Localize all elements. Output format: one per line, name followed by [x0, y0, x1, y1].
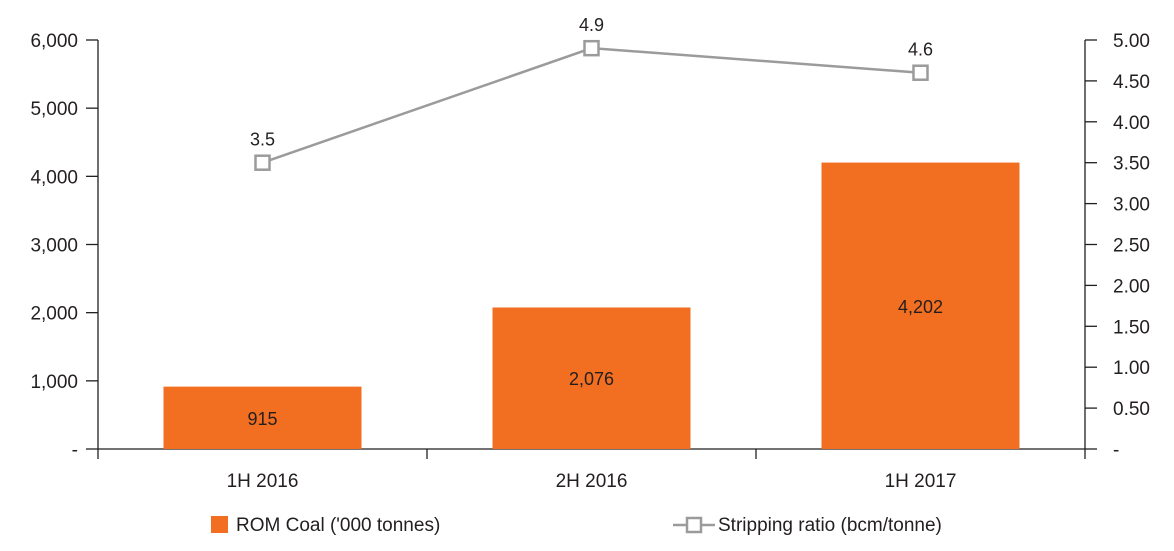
bar [821, 162, 1020, 449]
y-left-tick-label: 4,000 [30, 167, 78, 188]
y-right-tick-label: 4.00 [1113, 113, 1150, 134]
y-left-tick-label: 2,000 [30, 304, 78, 325]
y-right-tick-label: 2.00 [1113, 276, 1150, 297]
y-right-tick-label: 0.50 [1113, 399, 1150, 420]
y-right-tick-label: 3.00 [1113, 195, 1150, 216]
bar-value-label: 915 [247, 409, 277, 429]
line-series [254, 39, 929, 171]
y-right-tick-label: 5.00 [1113, 31, 1150, 52]
y-right-tick-label: 4.50 [1113, 72, 1150, 93]
x-tick-label: 1H 2016 [227, 471, 299, 492]
bar-series [163, 162, 1020, 449]
y-left-tick-label: 5,000 [30, 99, 78, 120]
y-left-tick-label: 1,000 [30, 372, 78, 393]
axes: - 1,000 2,000 3,000 4,000 5,000 6,000 - 0.50 1.00… [30, 31, 1150, 492]
x-tick-label: 2H 2016 [556, 471, 628, 492]
line-path [262, 46, 921, 164]
legend-bar-label: ROM Coal ('000 tonnes) [236, 515, 440, 536]
line-point-marker [254, 154, 271, 171]
legend-line-marker [685, 516, 703, 534]
bar [492, 307, 691, 449]
legend-bar-swatch [211, 516, 228, 533]
line-point-marker [912, 64, 929, 81]
bar-value-label: 4,202 [898, 297, 943, 317]
bar [163, 386, 362, 449]
y-left-tick-label: - [72, 440, 78, 461]
y-right-tick-label: 3.50 [1113, 154, 1150, 175]
legend-line-label: Stripping ratio (bcm/tonne) [718, 515, 942, 536]
x-tick-label: 1H 2017 [885, 471, 957, 492]
bar-value-label: 2,076 [569, 369, 614, 389]
data-labels: 915 2,076 4,202 3.5 4.9 4.6 [247, 15, 943, 429]
line-value-label: 4.6 [908, 40, 933, 60]
y-right-tick-label: - [1113, 440, 1119, 461]
line-value-label: 4.9 [579, 15, 604, 35]
line-point-marker [583, 39, 600, 57]
y-left-tick-label: 6,000 [30, 31, 78, 52]
y-right-tick-label: 1.50 [1113, 317, 1150, 338]
y-right-tick-label: 2.50 [1113, 236, 1150, 257]
legend: ROM Coal ('000 tonnes) Stripping ratio (… [211, 515, 942, 536]
line-value-label: 3.5 [250, 130, 275, 150]
y-left-tick-label: 3,000 [30, 236, 78, 257]
y-right-tick-label: 1.00 [1113, 358, 1150, 379]
